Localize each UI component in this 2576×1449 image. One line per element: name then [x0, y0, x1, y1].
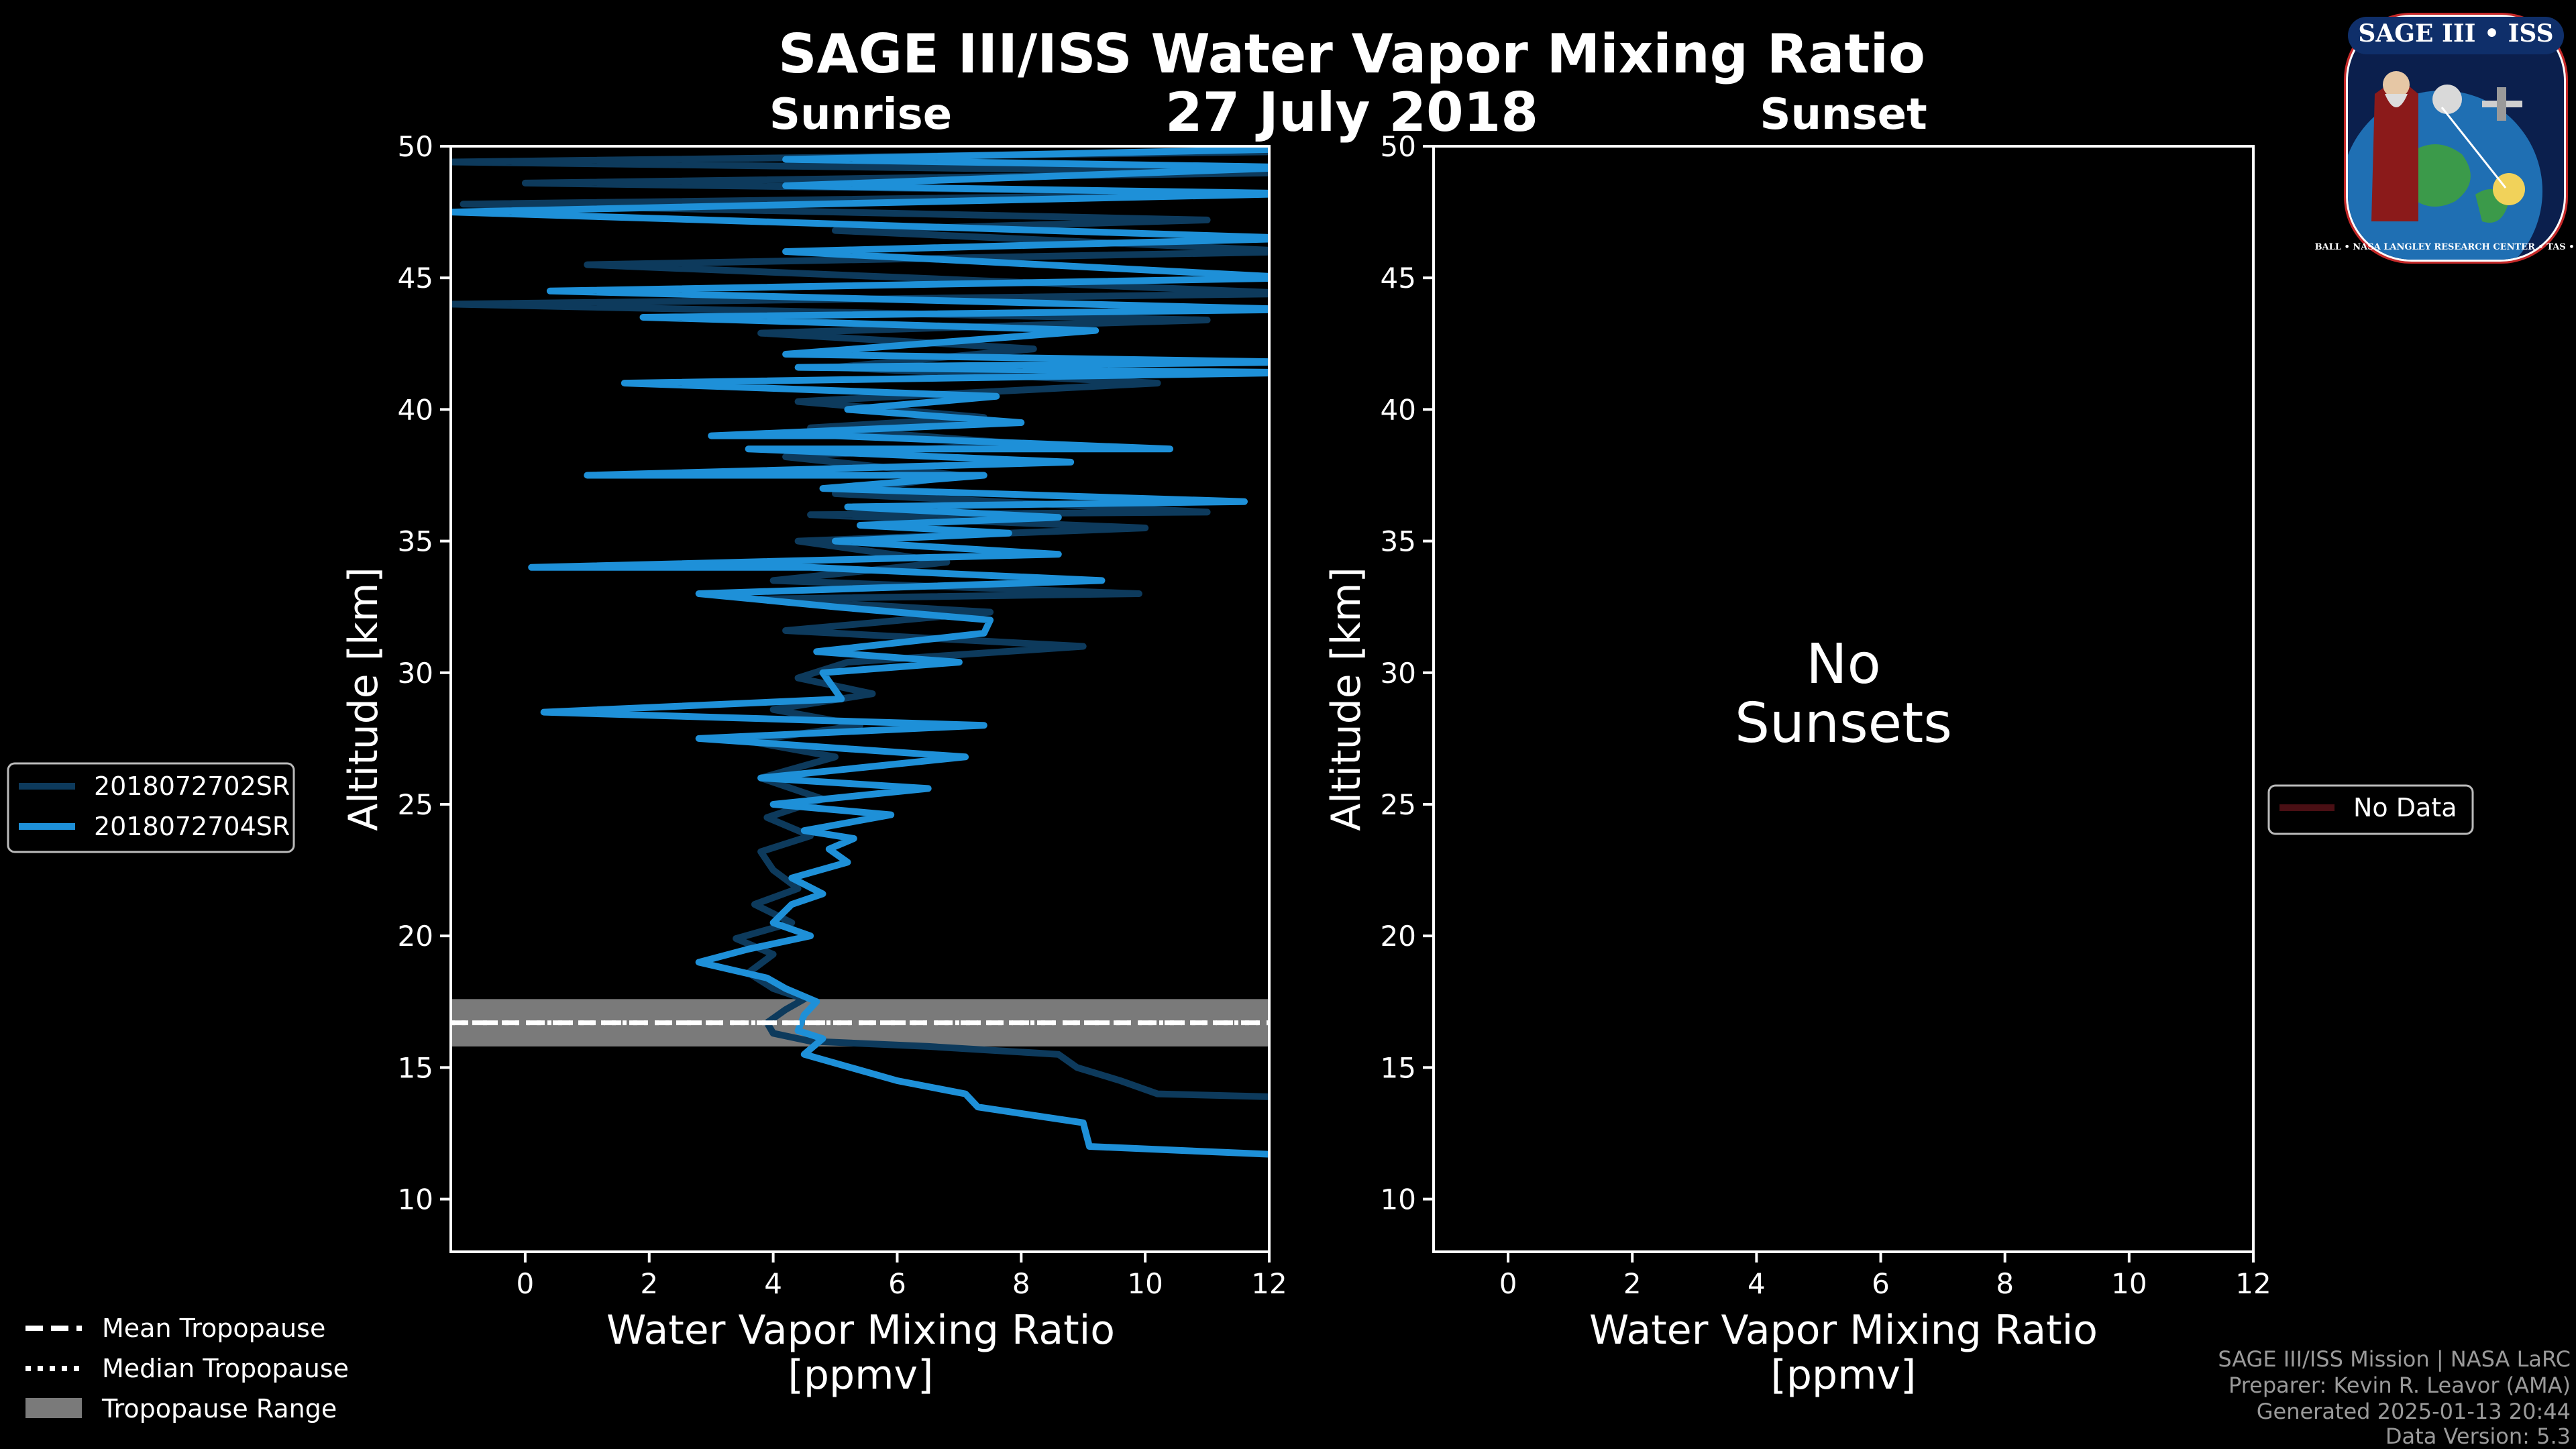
y-tick-label: 50	[398, 130, 433, 163]
sunrise-xlabel-line1: Water Vapor Mixing Ratio	[606, 1307, 1115, 1354]
x-tick-label: 6	[1872, 1267, 1890, 1300]
moon-icon	[2432, 85, 2462, 114]
x-tick-label: 4	[764, 1267, 782, 1300]
y-tick-label: 15	[1381, 1051, 1416, 1084]
credit-data-version: Data Version: 5.3	[2385, 1424, 2571, 1449]
x-tick-label: 2	[640, 1267, 658, 1300]
y-tick-label: 45	[1381, 262, 1416, 294]
y-tick-label: 25	[1381, 788, 1416, 821]
y-tick-label: 50	[1381, 130, 1416, 163]
sunset-xlabel-line1: Water Vapor Mixing Ratio	[1589, 1307, 2098, 1354]
sunrise-legend: 2018072702SR 2018072704SR	[7, 762, 295, 853]
sunset-legend-frame	[2267, 784, 2474, 835]
y-tick-label: 35	[398, 525, 433, 558]
y-tick-label: 25	[398, 788, 433, 821]
y-tick-label: 10	[398, 1183, 433, 1216]
x-tick-label: 10	[1127, 1267, 1163, 1300]
x-tick-label: 10	[2111, 1267, 2147, 1300]
no-sunsets-line2: Sunsets	[1735, 692, 1952, 755]
x-tick-label: 0	[517, 1267, 535, 1300]
x-tick-label: 0	[1499, 1267, 1517, 1300]
x-tick-label: 8	[1996, 1267, 2014, 1300]
y-tick-label: 40	[398, 393, 433, 426]
credit-generated: Generated 2025-01-13 20:44	[2257, 1399, 2571, 1424]
x-tick-label: 8	[1012, 1267, 1030, 1300]
sunset-ylabel: Altitude [km]	[1323, 567, 1370, 831]
y-tick-label: 10	[1381, 1183, 1416, 1216]
sunset-panel-title: Sunset	[1760, 90, 1927, 140]
legend-label-no-data: No Data	[2353, 793, 2457, 822]
sunrise-ylabel: Altitude [km]	[340, 567, 387, 831]
sunrise-axes-frame	[449, 145, 1271, 1253]
sunrise-plot: 0 2 4 6 8 10 12 10 15 20 25 30 35 40 45 50 Water Vapor…	[340, 130, 1287, 1399]
x-tick-label: 6	[888, 1267, 906, 1300]
y-tick-label: 20	[1381, 920, 1416, 953]
sunset-xlabel-line2: [ppmv]	[1771, 1352, 1917, 1399]
credits: SAGE III/ISS Mission | NASA LaRC Prepare…	[2218, 1346, 2571, 1449]
y-tick-label: 15	[398, 1051, 433, 1084]
sunrise-xlabel-line2: [ppmv]	[788, 1352, 934, 1399]
legend-label-mean-tropopause: Mean Tropopause	[102, 1313, 325, 1343]
legend-label-2018072702SR: 2018072702SR	[94, 771, 290, 801]
series-line-2018072704SR	[451, 146, 1269, 1158]
sunrise-legend-frame	[7, 762, 295, 853]
sunset-axes-frame	[1432, 145, 2255, 1253]
chart-date: 27 July 2018	[1165, 81, 1538, 144]
y-tick-label: 20	[398, 920, 433, 953]
credit-mission: SAGE III/ISS Mission | NASA LaRC	[2218, 1346, 2571, 1372]
legend-swatch-tropopause-range	[25, 1398, 82, 1418]
y-tick-label: 40	[1381, 393, 1416, 426]
credit-preparer: Preparer: Kevin R. Leavor (AMA)	[2229, 1373, 2571, 1398]
legend-label-tropopause-range: Tropopause Range	[101, 1394, 337, 1424]
x-tick-label: 2	[1623, 1267, 1642, 1300]
y-tick-label: 30	[398, 657, 433, 690]
sage-iii-iss-mission-patch: SAGE III • ISS BALL • NASA LANGLEY RESEA…	[2315, 13, 2576, 264]
no-sunsets-line1: No	[1806, 633, 1881, 696]
sunrise-panel-title: Sunrise	[769, 90, 952, 140]
wizard-figure-icon	[2371, 77, 2418, 221]
legend-label-2018072704SR: 2018072704SR	[94, 812, 290, 841]
sunset-legend: No Data	[2267, 784, 2474, 835]
x-tick-label: 4	[1748, 1267, 1766, 1300]
badge-ring-text: BALL • NASA LANGLEY RESEARCH CENTER • TA…	[2315, 242, 2576, 252]
y-tick-label: 45	[398, 262, 433, 294]
chart-title: SAGE III/ISS Water Vapor Mixing Ratio	[778, 23, 1925, 85]
legend-label-median-tropopause: Median Tropopause	[102, 1354, 349, 1383]
badge-title: SAGE III • ISS	[2358, 19, 2553, 48]
tropopause-legend: Mean Tropopause Median Tropopause Tropop…	[25, 1313, 349, 1424]
x-tick-label: 12	[1251, 1267, 1287, 1300]
y-tick-label: 35	[1381, 525, 1416, 558]
y-tick-label: 30	[1381, 657, 1416, 690]
x-tick-label: 12	[2235, 1267, 2271, 1300]
series-line-2018072702SR	[451, 148, 1269, 1100]
